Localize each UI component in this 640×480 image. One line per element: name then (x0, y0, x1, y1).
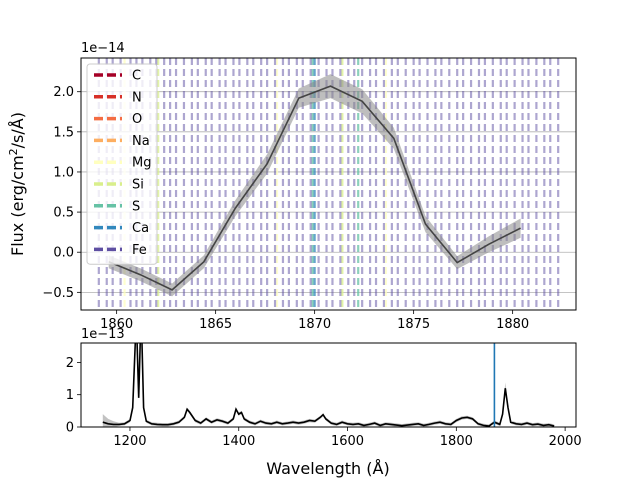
overview-y-tick-label: 2 (66, 356, 74, 371)
overview-x-ticks: 1200 1400 1600 1800 2000 (113, 427, 582, 449)
main-x-tick-label: 1875 (397, 317, 430, 332)
main-y-tick-label: 1.5 (53, 125, 74, 140)
overview-x-tick-label: 1400 (222, 434, 255, 449)
main-y-axis-label-sup: 2 (7, 148, 20, 155)
main-y-axis-label-post: /s/Å) (8, 112, 27, 148)
main-y-ticks: −0.5 0.0 0.5 1.0 1.5 2.0 (42, 85, 81, 301)
flux-uncertainty-band (108, 74, 521, 297)
overview-x-tick-label: 1800 (440, 434, 473, 449)
overview-x-tick-label: 2000 (549, 434, 582, 449)
overview-y-tick-label: 0 (66, 421, 74, 436)
legend-label-fe: Fe (132, 243, 147, 258)
overview-y-ticks: 0 1 2 (66, 356, 81, 436)
main-y-tick-label: 0.0 (53, 246, 74, 261)
overview-panel: 1200 1400 1600 1800 2000 0 1 2 1e−13 Wavelengt… (66, 327, 582, 478)
main-y-tick-label: −0.5 (42, 286, 74, 301)
overview-series (102, 343, 555, 427)
overview-axes-frame (80, 342, 577, 428)
main-y-axis-label-pre: Flux (erg/cm (8, 155, 27, 256)
legend-label-mg: Mg (132, 156, 151, 171)
overview-x-tick-label: 1600 (331, 434, 364, 449)
line-markers (97, 58, 560, 310)
overview-y-tick-label: 1 (66, 388, 74, 403)
legend: CNO Na Mg Si S Ca Fe (86, 63, 158, 265)
overview-x-axis-label: Wavelength (Å) (266, 459, 389, 478)
legend-label-s: S (132, 199, 140, 214)
overview-x-tick-label: 1200 (113, 434, 146, 449)
legend-label-na: Na (132, 134, 150, 149)
main-x-tick-label: 1880 (496, 317, 529, 332)
flux-band (108, 74, 521, 297)
legend-box (86, 63, 158, 265)
main-y-tick-label: 1.0 (53, 165, 74, 180)
legend-label-si: Si (132, 178, 144, 193)
legend-label-c: C (132, 69, 141, 84)
main-y-tick-label: 2.0 (53, 85, 74, 100)
legend-label-o: O (132, 112, 142, 127)
main-y-axis-label: Flux (erg/cm2/s/Å) (7, 112, 27, 256)
legend-label-n: N (132, 90, 142, 105)
main-axes-frame (80, 57, 577, 311)
main-x-tick-label: 1860 (100, 317, 133, 332)
main-offset-label: 1e−14 (81, 41, 125, 56)
main-x-tick-label: 1865 (199, 317, 232, 332)
main-x-tick-label: 1870 (298, 317, 331, 332)
legend-label-ca: Ca (132, 221, 149, 236)
main-x-ticks: 1860 1865 1870 1875 1880 (100, 310, 529, 332)
main-panel: 1860 1865 1870 1875 1880 −0.5 0.0 0.5 1.0 1.5 2.0… (7, 41, 577, 332)
flux-series (108, 85, 521, 291)
overview-offset-label: 1e−13 (81, 327, 125, 342)
main-y-tick-label: 0.5 (53, 206, 74, 221)
overview-line (102, 343, 555, 427)
flux-line (108, 85, 521, 291)
